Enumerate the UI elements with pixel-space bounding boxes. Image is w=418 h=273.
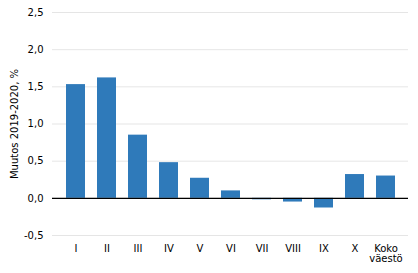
svg-text:-0,5: -0,5 xyxy=(24,230,44,241)
svg-text:1,5: 1,5 xyxy=(28,81,44,92)
svg-text:VI: VI xyxy=(226,243,236,254)
svg-text:I: I xyxy=(75,243,78,254)
svg-text:Muutos 2019-2020, %: Muutos 2019-2020, % xyxy=(9,69,20,179)
svg-text:2,5: 2,5 xyxy=(28,7,44,18)
svg-text:1,0: 1,0 xyxy=(28,118,44,129)
svg-text:VII: VII xyxy=(256,243,269,254)
svg-text:X: X xyxy=(352,243,359,254)
svg-text:Kokoväestö: Kokoväestö xyxy=(369,243,402,264)
svg-text:0,0: 0,0 xyxy=(28,193,44,204)
svg-text:VIII: VIII xyxy=(285,243,301,254)
svg-text:IV: IV xyxy=(164,243,174,254)
svg-text:IX: IX xyxy=(319,243,329,254)
svg-text:II: II xyxy=(104,243,110,254)
svg-text:V: V xyxy=(197,243,204,254)
svg-text:0,5: 0,5 xyxy=(28,155,44,166)
svg-text:III: III xyxy=(134,243,143,254)
svg-text:2,0: 2,0 xyxy=(28,44,44,55)
